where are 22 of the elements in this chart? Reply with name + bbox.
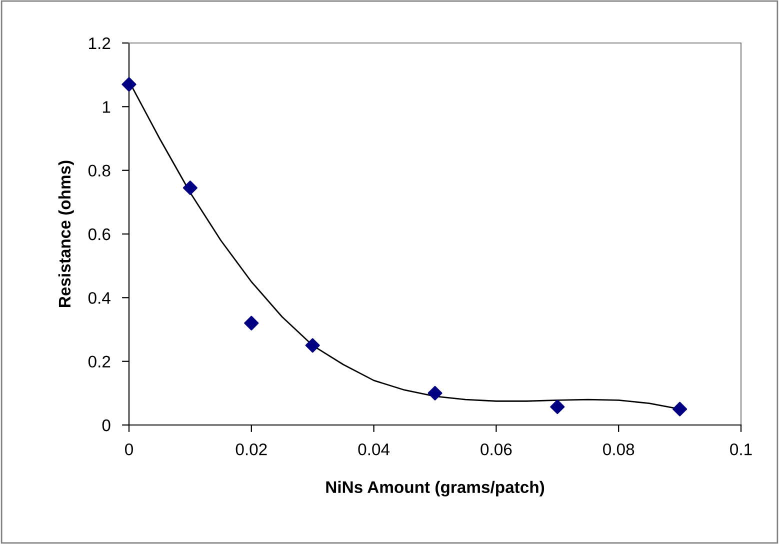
x-tick-label: 0.1 xyxy=(730,443,752,456)
point xyxy=(672,402,688,416)
point xyxy=(182,180,198,196)
x-axis-title: NiNs Amount (grams/patch) xyxy=(326,480,544,496)
point xyxy=(550,400,565,414)
point xyxy=(244,316,259,330)
x-tick-label: 0.06 xyxy=(480,443,512,456)
point xyxy=(428,386,442,400)
x-tick-label: 0 xyxy=(125,443,133,456)
x-tick-label: 0.08 xyxy=(603,443,634,456)
y-tick-label: 0.6 xyxy=(88,228,110,240)
x-tick-label: 0.02 xyxy=(236,443,267,456)
y-tick-label: 0.4 xyxy=(88,292,110,304)
y-tick-label: 1.2 xyxy=(89,37,110,50)
y-axis-title: Resistance (ohms) xyxy=(58,160,74,307)
x-tick-label: 0.04 xyxy=(358,443,390,456)
point xyxy=(122,77,136,92)
y-tick-label: 0.2 xyxy=(88,356,110,368)
y-tick-label: 0 xyxy=(102,419,110,432)
point xyxy=(305,338,320,353)
y-tick-label: 1 xyxy=(102,101,110,113)
y-tick-label: 0.8 xyxy=(88,164,110,177)
